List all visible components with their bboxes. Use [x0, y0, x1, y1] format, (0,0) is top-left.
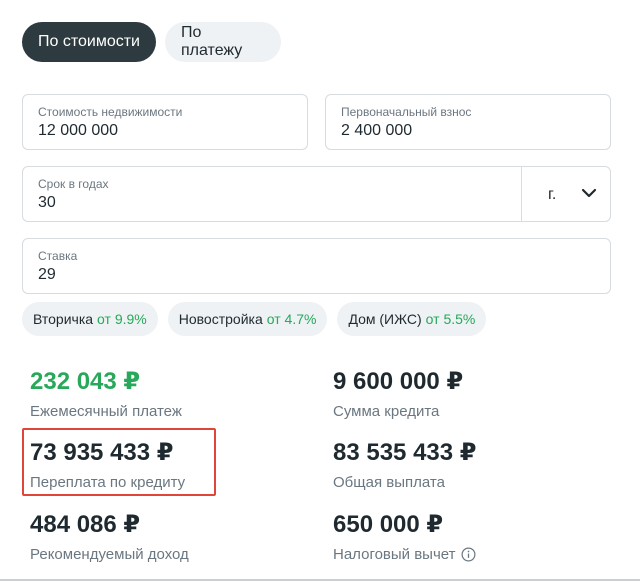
property-price-label: Стоимость недвижимости — [38, 105, 183, 119]
bottom-divider — [0, 579, 640, 581]
recommended-income-amount: 484 086 ₽ — [30, 511, 141, 538]
overpayment-caption: Переплата по кредиту — [30, 474, 186, 491]
property-price-field[interactable]: Стоимость недвижимости 12 000 000 — [22, 94, 308, 150]
overpayment-highlight-frame — [22, 428, 216, 496]
info-icon[interactable] — [461, 547, 476, 562]
chevron-down-icon[interactable] — [580, 184, 598, 202]
chip-new-building[interactable]: Новостройка от 4.7% — [167, 302, 328, 336]
term-unit-divider — [521, 167, 522, 221]
interest-rate-field[interactable]: Ставка 29 — [22, 238, 611, 294]
loan-amount-amount: 9 600 000 ₽ — [333, 368, 464, 395]
tab-by-price[interactable]: По стоимости — [22, 22, 156, 62]
chip-rate: от 4.7% — [266, 311, 317, 327]
down-payment-field[interactable]: Первоначальный взнос 2 400 000 — [325, 94, 611, 150]
chip-house[interactable]: Дом (ИЖС) от 5.5% — [337, 302, 487, 336]
loan-term-field[interactable]: Срок в годах 30 г. — [22, 166, 611, 222]
chip-label: Дом (ИЖС) — [348, 311, 422, 327]
monthly-payment-caption: Ежемесячный платеж — [30, 403, 182, 420]
total-payment-result: 83 535 433 ₽ Общая выплата — [333, 438, 476, 491]
chip-rate: от 5.5% — [425, 311, 476, 327]
rate-presets: Вторичка от 9.9% Новостройка от 4.7% Дом… — [22, 302, 487, 336]
chip-label: Вторичка — [33, 311, 94, 327]
monthly-payment-result: 232 043 ₽ Ежемесячный платеж — [30, 367, 182, 420]
term-unit-select[interactable]: г. — [548, 186, 557, 203]
chip-label: Новостройка — [178, 311, 263, 327]
recommended-income-result: 484 086 ₽ Рекомендуемый доход — [30, 510, 189, 563]
tax-deduction-caption-row: Налоговый вычет — [333, 546, 476, 563]
total-payment-caption: Общая выплата — [333, 474, 445, 491]
mode-tabs: По стоимости По платежу — [22, 22, 281, 62]
loan-term-label: Срок в годах — [38, 177, 109, 191]
interest-rate-value[interactable]: 29 — [38, 266, 56, 283]
chip-rate: от 9.9% — [97, 311, 147, 327]
interest-rate-label: Ставка — [38, 249, 78, 263]
tax-deduction-result: 650 000 ₽ Налоговый вычет — [333, 510, 476, 563]
monthly-payment-amount: 232 043 ₽ — [30, 368, 141, 395]
loan-amount-result: 9 600 000 ₽ Сумма кредита — [333, 367, 463, 420]
overpayment-amount: 73 935 433 ₽ — [30, 439, 174, 466]
total-payment-amount: 83 535 433 ₽ — [333, 439, 477, 466]
overpayment-result: 73 935 433 ₽ Переплата по кредиту — [30, 438, 185, 491]
down-payment-value[interactable]: 2 400 000 — [341, 122, 413, 139]
tax-deduction-amount: 650 000 ₽ — [333, 511, 444, 538]
recommended-income-caption: Рекомендуемый доход — [30, 546, 189, 563]
loan-amount-caption: Сумма кредита — [333, 403, 440, 420]
tax-deduction-caption: Налоговый вычет — [333, 546, 456, 563]
loan-term-value[interactable]: 30 — [38, 194, 56, 211]
down-payment-label: Первоначальный взнос — [341, 105, 472, 119]
property-price-value[interactable]: 12 000 000 — [38, 122, 119, 139]
tab-by-payment[interactable]: По платежу — [165, 22, 281, 62]
chip-secondary-market[interactable]: Вторичка от 9.9% — [22, 302, 158, 336]
